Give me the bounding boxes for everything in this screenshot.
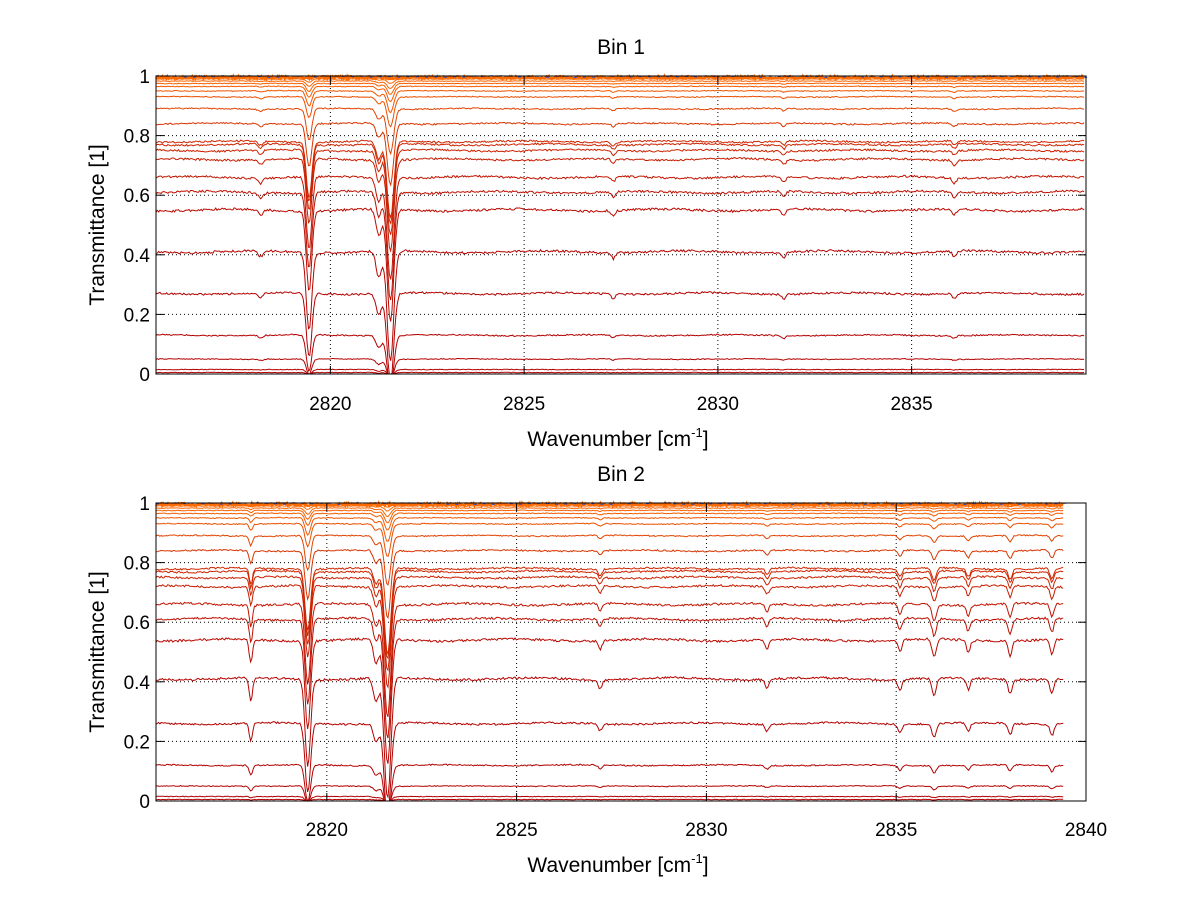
x-tick-label: 2825 <box>503 394 545 415</box>
transmittance-series <box>155 80 1085 89</box>
y-tick-label: 1 <box>139 494 150 515</box>
x-tick-label: 2835 <box>890 394 932 415</box>
plot-area <box>156 76 1086 374</box>
y-tick-label: 0.2 <box>124 732 150 753</box>
y-axis-label: Transmittance [1] <box>86 144 109 305</box>
transmittance-series <box>155 522 1064 558</box>
transmittance-series <box>155 583 1064 689</box>
transmittance-series <box>155 601 1064 717</box>
x-axis-label: Wavenumber [cm-1] <box>527 425 708 451</box>
y-tick-label: 0.8 <box>124 554 150 575</box>
transmittance-series <box>155 566 1064 656</box>
y-tick-label: 0.6 <box>124 613 150 634</box>
y-tick-label: 1 <box>139 67 150 88</box>
x-tick-label: 2825 <box>495 820 537 841</box>
transmittance-series <box>155 157 1085 253</box>
x-tick-label: 2835 <box>875 820 917 841</box>
transmittance-series <box>155 505 1064 512</box>
transmittance-series <box>155 516 1064 542</box>
transmittance-series <box>155 291 1085 375</box>
y-axis-label: Transmittance [1] <box>86 571 109 732</box>
transmittance-series <box>155 512 1064 531</box>
y-tick-label: 0.4 <box>124 673 151 694</box>
transmittance-series <box>155 721 1064 802</box>
saturated-series <box>155 73 1085 82</box>
x-tick-label: 2840 <box>1065 820 1107 841</box>
y-tick-label: 0.6 <box>124 186 150 207</box>
axis-ticks: 2820 2825 2830 2835 0 0.2 0.4 0.6 0.8 1 <box>124 67 1086 415</box>
transmittance-series <box>155 574 1064 672</box>
plot-area <box>156 503 1086 801</box>
transmittance-series <box>155 121 1085 187</box>
x-axis-label: Wavenumber [cm-1] <box>527 851 708 877</box>
transmittance-series <box>155 207 1085 322</box>
chart-panel-bin-2: 2820 2825 2830 2835 2840 0 0.2 0.4 0.6 0.8 1 Bin 2… <box>86 463 1107 877</box>
transmittance-series <box>155 139 1085 220</box>
x-tick-label: 2820 <box>309 394 351 415</box>
chart-title: Bin 1 <box>597 36 645 59</box>
transmittance-series <box>155 248 1085 361</box>
transmittance-series <box>155 763 1064 803</box>
transmittance-series <box>155 95 1085 128</box>
transmittance-series <box>155 509 1064 524</box>
transmittance-series <box>155 637 1064 764</box>
y-tick-label: 0.2 <box>124 305 150 326</box>
transmittance-series <box>155 676 1064 799</box>
transmittance-series <box>155 357 1085 375</box>
axes-frame <box>155 75 1087 375</box>
x-tick-label: 2830 <box>685 820 727 841</box>
y-tick-label: 0 <box>139 365 150 386</box>
y-tick-label: 0.4 <box>124 246 151 267</box>
axes-frame <box>155 502 1087 802</box>
transmittance-series <box>155 548 1064 620</box>
transmittance-series <box>155 82 1085 95</box>
transmittance-series <box>155 89 1085 114</box>
transmittance-curves <box>155 73 1088 375</box>
chart-title: Bin 2 <box>597 463 645 486</box>
x-tick-label: 2830 <box>697 394 739 415</box>
transmittance-series <box>155 107 1085 156</box>
transmittance-series <box>155 616 1064 739</box>
transmittance-series <box>155 507 1064 518</box>
transmittance-series <box>155 174 1085 280</box>
x-tick-label: 2820 <box>306 820 348 841</box>
chart-panel-bin-1: 2820 2825 2830 2835 0 0.2 0.4 0.6 0.8 1 Bin 1 Wav… <box>86 36 1088 451</box>
transmittance-series <box>155 569 1064 660</box>
y-tick-label: 0 <box>139 792 150 813</box>
transmittance-series <box>155 534 1064 586</box>
transmittance-series <box>155 148 1085 235</box>
y-tick-label: 0.8 <box>124 127 150 148</box>
transmittance-series <box>155 85 1085 103</box>
transmittance-series <box>155 333 1085 375</box>
transmittance-series <box>155 189 1085 301</box>
axis-ticks: 2820 2825 2830 2835 2840 0 0.2 0.4 0.6 0.8 1 <box>124 494 1108 841</box>
